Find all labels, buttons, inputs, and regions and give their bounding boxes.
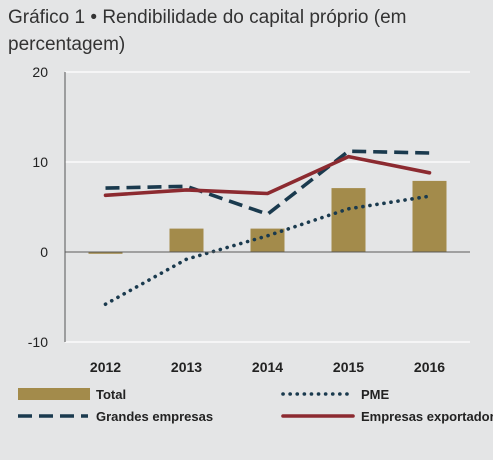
- chart-title-prefix: Gráfico 1: [8, 7, 86, 28]
- bar-2012: [88, 252, 123, 254]
- x-tick-label: 2013: [171, 359, 202, 375]
- y-tick-label: 0: [40, 244, 48, 260]
- legend-swatch-total: [18, 388, 90, 400]
- chart-title: Gráfico 1 • Rendibilidade do capital pró…: [8, 4, 486, 58]
- legend-label: Empresas exportadoras: [361, 409, 493, 424]
- bar-layer: [88, 180, 447, 254]
- axis-layer: 20 10 0 -10 2012 2013 2014 2015 2016: [28, 64, 470, 375]
- y-tick-label: -10: [28, 334, 48, 350]
- line-layer: [103, 149, 432, 307]
- legend-label: Total: [96, 387, 126, 402]
- x-tick-label: 2015: [333, 359, 364, 375]
- bar-2013: [169, 228, 204, 252]
- chart-title-separator: •: [90, 7, 98, 28]
- x-tick-label: 2014: [252, 359, 283, 375]
- line-series: [105, 149, 430, 216]
- legend-label: PME: [361, 387, 390, 402]
- bar-2016: [412, 180, 447, 252]
- line-series: [103, 194, 432, 307]
- grid-layer: [65, 71, 470, 343]
- chart-title-text: Rendibilidade do capital próprio (em per…: [8, 7, 407, 55]
- x-tick-label: 2016: [414, 359, 445, 375]
- y-tick-label: 10: [32, 154, 48, 170]
- y-tick-label: 20: [32, 64, 48, 80]
- x-tick-label: 2012: [90, 359, 121, 375]
- bar-2015: [331, 188, 366, 252]
- legend-label: Grandes empresas: [96, 409, 213, 424]
- legend: Total PME Grandes empresas Empresas exporta…: [18, 387, 493, 424]
- line-series: [103, 154, 432, 198]
